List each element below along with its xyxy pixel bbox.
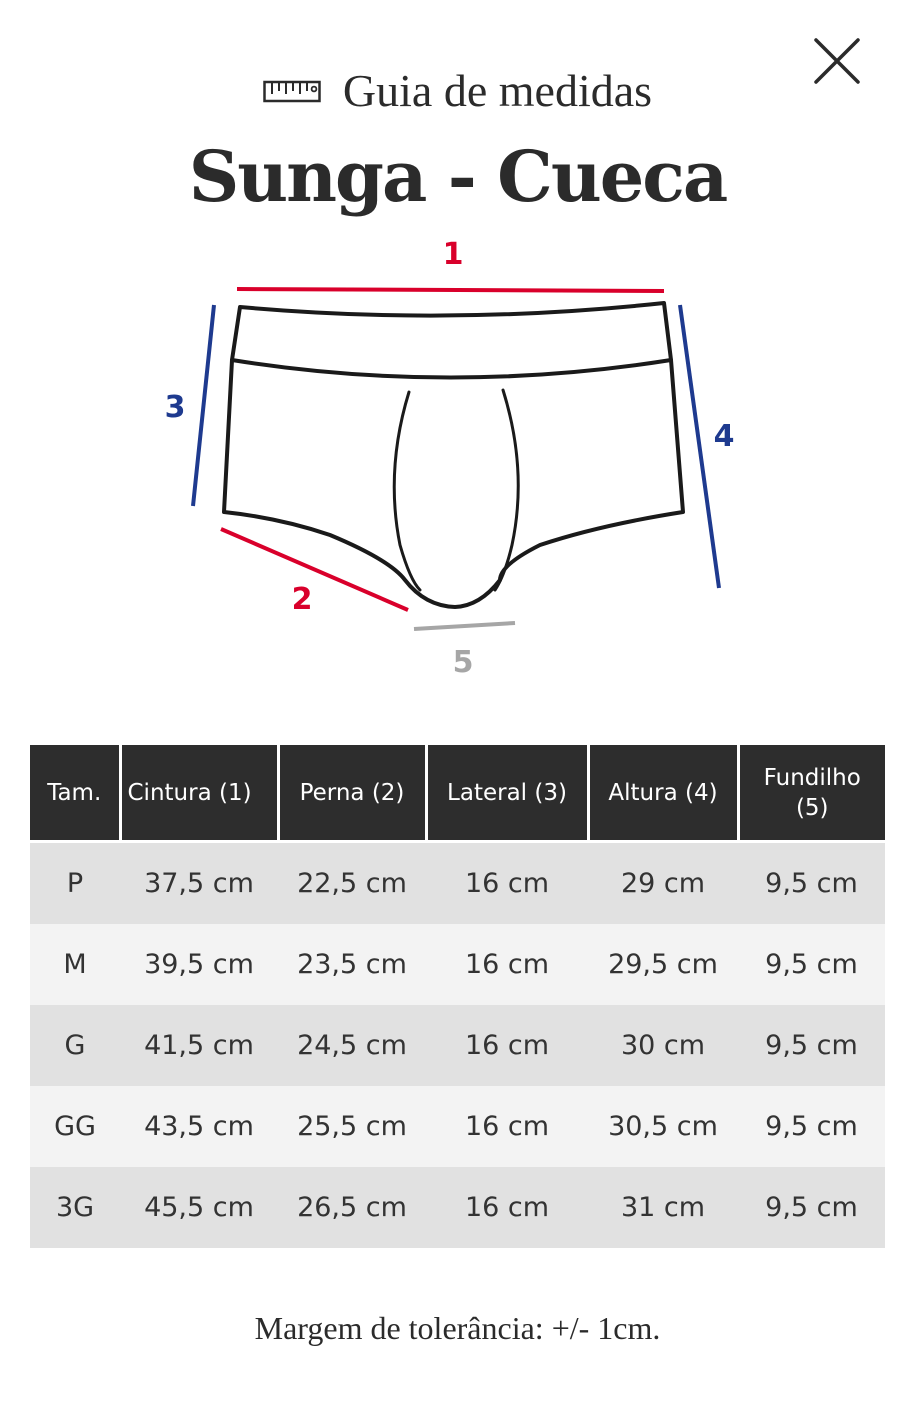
garment-diagram: 1 2 3 4 5 (165, 237, 735, 680)
header-size: Tam. (30, 745, 122, 842)
tolerance-note: Margem de tolerância: +/- 1cm. (254, 1310, 661, 1346)
cell-crotch: 9,5 cm (738, 1005, 885, 1086)
cell-height: 31 cm (588, 1167, 738, 1248)
table-row: 3G 45,5 cm 26,5 cm 16 cm 31 cm 9,5 cm (30, 1167, 885, 1248)
cell-waist: 45,5 cm (120, 1167, 278, 1248)
leg-line (220, 527, 409, 612)
label-height: 4 (714, 419, 735, 454)
header-crotch: Fundilho (5) (738, 745, 885, 842)
cell-leg: 23,5 cm (278, 924, 426, 1005)
product-title: Sunga - Cueca (188, 135, 729, 218)
cell-side: 16 cm (426, 840, 588, 924)
height-line (678, 304, 721, 589)
label-waist: 1 (443, 237, 464, 272)
table-row: GG 43,5 cm 25,5 cm 16 cm 30,5 cm 9,5 cm (30, 1086, 885, 1167)
guide-header: Guia de medidas (0, 60, 915, 120)
guide-title: Guia de medidas (342, 64, 653, 116)
cell-height: 30 cm (588, 1005, 738, 1086)
header-side: Lateral (3) (426, 745, 590, 842)
cell-height: 29,5 cm (588, 924, 738, 1005)
cell-side: 16 cm (426, 1005, 588, 1086)
cell-size: M (30, 924, 120, 1005)
cell-crotch: 9,5 cm (738, 924, 885, 1005)
table-row: M 39,5 cm 23,5 cm 16 cm 29,5 cm 9,5 cm (30, 924, 885, 1005)
table-header-row: Tam. Cintura (1) Perna (2) Lateral (3) A… (30, 745, 885, 842)
table-row: P 37,5 cm 22,5 cm 16 cm 29 cm 9,5 cm (30, 840, 885, 924)
cell-waist: 41,5 cm (120, 1005, 278, 1086)
brief-illustration (222, 301, 685, 609)
label-leg: 2 (292, 582, 313, 617)
header-waist: Cintura (1) (120, 745, 280, 842)
cell-size: GG (30, 1086, 120, 1167)
header-leg: Perna (2) (278, 745, 428, 842)
cell-leg: 24,5 cm (278, 1005, 426, 1086)
close-icon (814, 38, 860, 84)
side-line (191, 304, 216, 507)
brief-pouch (392, 390, 422, 592)
ruler-icon (263, 80, 321, 103)
label-side: 3 (165, 390, 186, 425)
header-height: Altura (4) (588, 745, 740, 842)
close-button[interactable] (810, 34, 864, 88)
cell-crotch: 9,5 cm (738, 1167, 885, 1248)
cell-waist: 39,5 cm (120, 924, 278, 1005)
cell-leg: 22,5 cm (278, 840, 426, 924)
cell-size: G (30, 1005, 120, 1086)
cell-height: 29 cm (588, 840, 738, 924)
cell-leg: 26,5 cm (278, 1167, 426, 1248)
cell-waist: 37,5 cm (120, 840, 278, 924)
cell-size: 3G (30, 1167, 120, 1248)
cell-crotch: 9,5 cm (738, 1086, 885, 1167)
brief-pouch-right (493, 388, 520, 592)
cell-waist: 43,5 cm (120, 1086, 278, 1167)
crotch-line (413, 621, 516, 631)
table-row: G 41,5 cm 24,5 cm 16 cm 30 cm 9,5 cm (30, 1005, 885, 1086)
waist-line (236, 287, 665, 293)
cell-height: 30,5 cm (588, 1086, 738, 1167)
brief-waistband (230, 358, 673, 380)
cell-side: 16 cm (426, 1167, 588, 1248)
cell-side: 16 cm (426, 1086, 588, 1167)
size-table: Tam. Cintura (1) Perna (2) Lateral (3) A… (30, 745, 885, 1248)
cell-side: 16 cm (426, 924, 588, 1005)
cell-size: P (30, 840, 120, 924)
cell-crotch: 9,5 cm (738, 840, 885, 924)
cell-leg: 25,5 cm (278, 1086, 426, 1167)
label-crotch: 5 (453, 645, 474, 680)
